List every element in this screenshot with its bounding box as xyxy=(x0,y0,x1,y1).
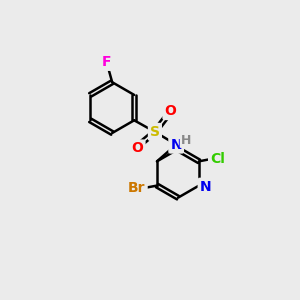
Text: O: O xyxy=(132,142,143,155)
Text: N: N xyxy=(170,138,182,152)
Text: Br: Br xyxy=(128,181,146,195)
Text: S: S xyxy=(150,125,160,139)
Text: F: F xyxy=(102,55,111,69)
Text: O: O xyxy=(164,104,176,118)
Text: N: N xyxy=(200,180,211,194)
Text: Cl: Cl xyxy=(210,152,225,166)
Text: H: H xyxy=(181,134,191,147)
